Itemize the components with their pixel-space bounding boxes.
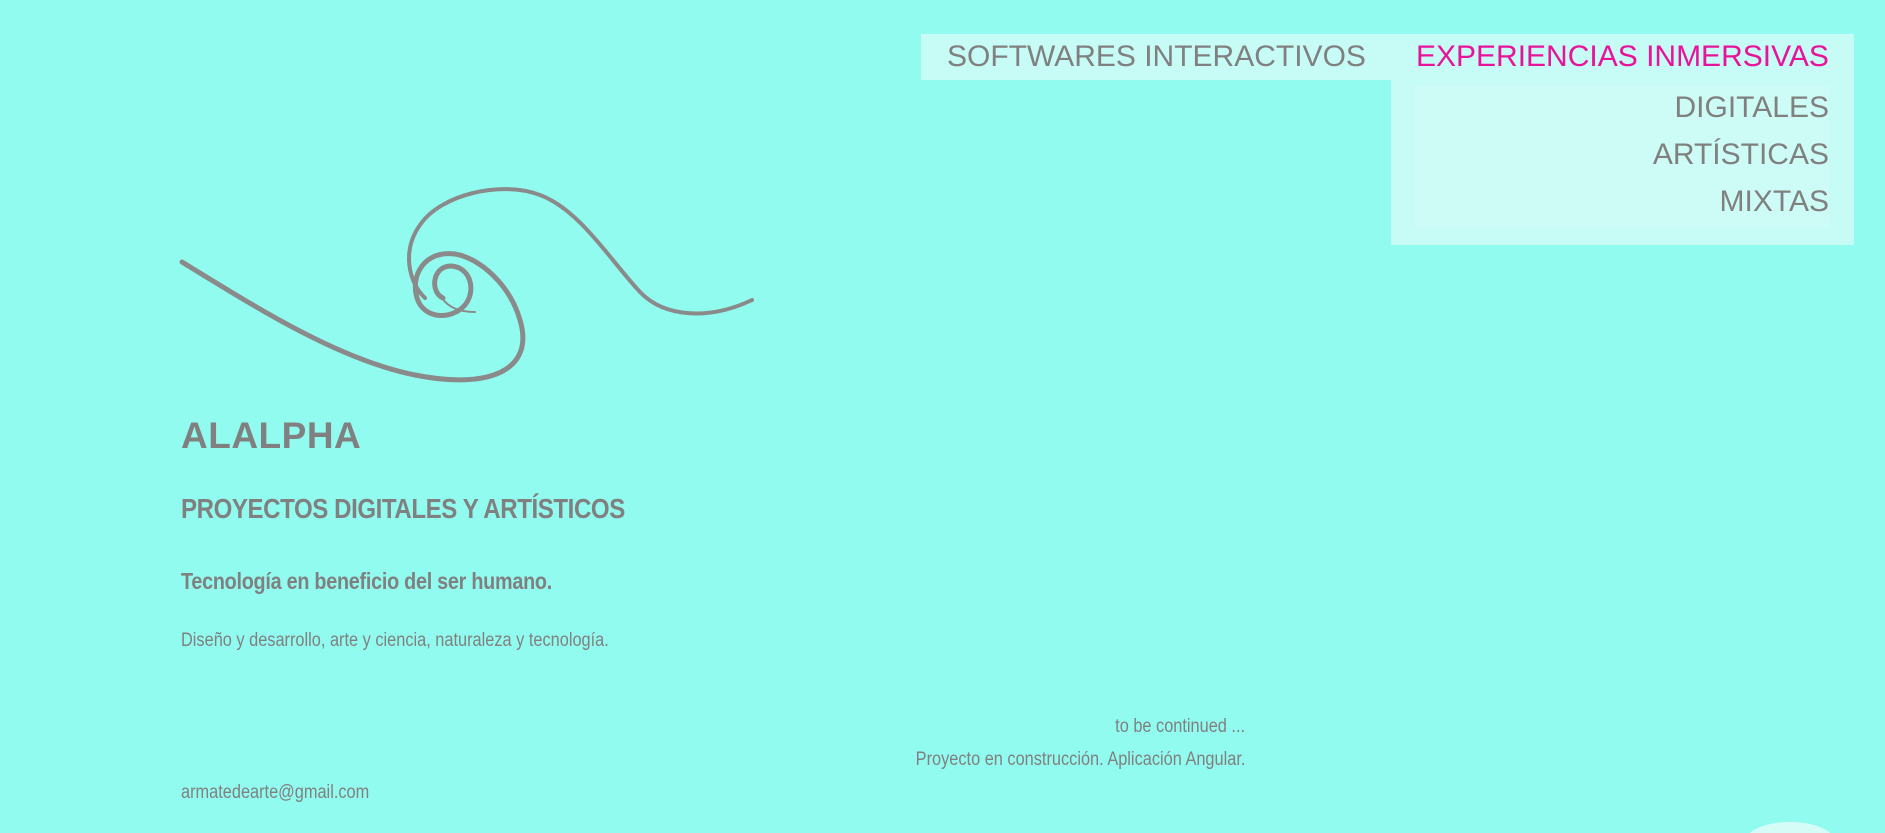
- swirl-wave-icon: [170, 170, 770, 390]
- contact-email-link[interactable]: armatedearte@gmail.com: [181, 782, 370, 803]
- tagline: Tecnología en beneficio del ser humano.: [181, 568, 552, 594]
- nav-softwares-interactivos[interactable]: SOFTWARES INTERACTIVOS: [921, 34, 1391, 80]
- dropdown-item-artisticas[interactable]: ARTÍSTICAS: [1652, 138, 1829, 171]
- construction-note: Proyecto en construcción. Aplicación Ang…: [915, 749, 1245, 770]
- brand-title: ALALPHA: [181, 415, 362, 456]
- top-nav: SOFTWARES INTERACTIVOS EXPERIENCIAS INME…: [921, 34, 1854, 80]
- experiencias-dropdown: DIGITALES ARTÍSTICAS MIXTAS: [1391, 80, 1854, 245]
- to-be-continued-note: to be continued ...: [1115, 716, 1245, 737]
- description: Diseño y desarrollo, arte y ciencia, nat…: [181, 630, 609, 651]
- corner-decoration: [1745, 822, 1835, 833]
- dropdown-item-digitales[interactable]: DIGITALES: [1674, 91, 1829, 124]
- dropdown-list: DIGITALES ARTÍSTICAS MIXTAS: [1415, 86, 1829, 228]
- dropdown-item-mixtas[interactable]: MIXTAS: [1719, 185, 1829, 218]
- page-subtitle: PROYECTOS DIGITALES Y ARTÍSTICOS: [181, 493, 625, 524]
- nav-experiencias-inmersivas[interactable]: EXPERIENCIAS INMERSIVAS: [1391, 34, 1854, 80]
